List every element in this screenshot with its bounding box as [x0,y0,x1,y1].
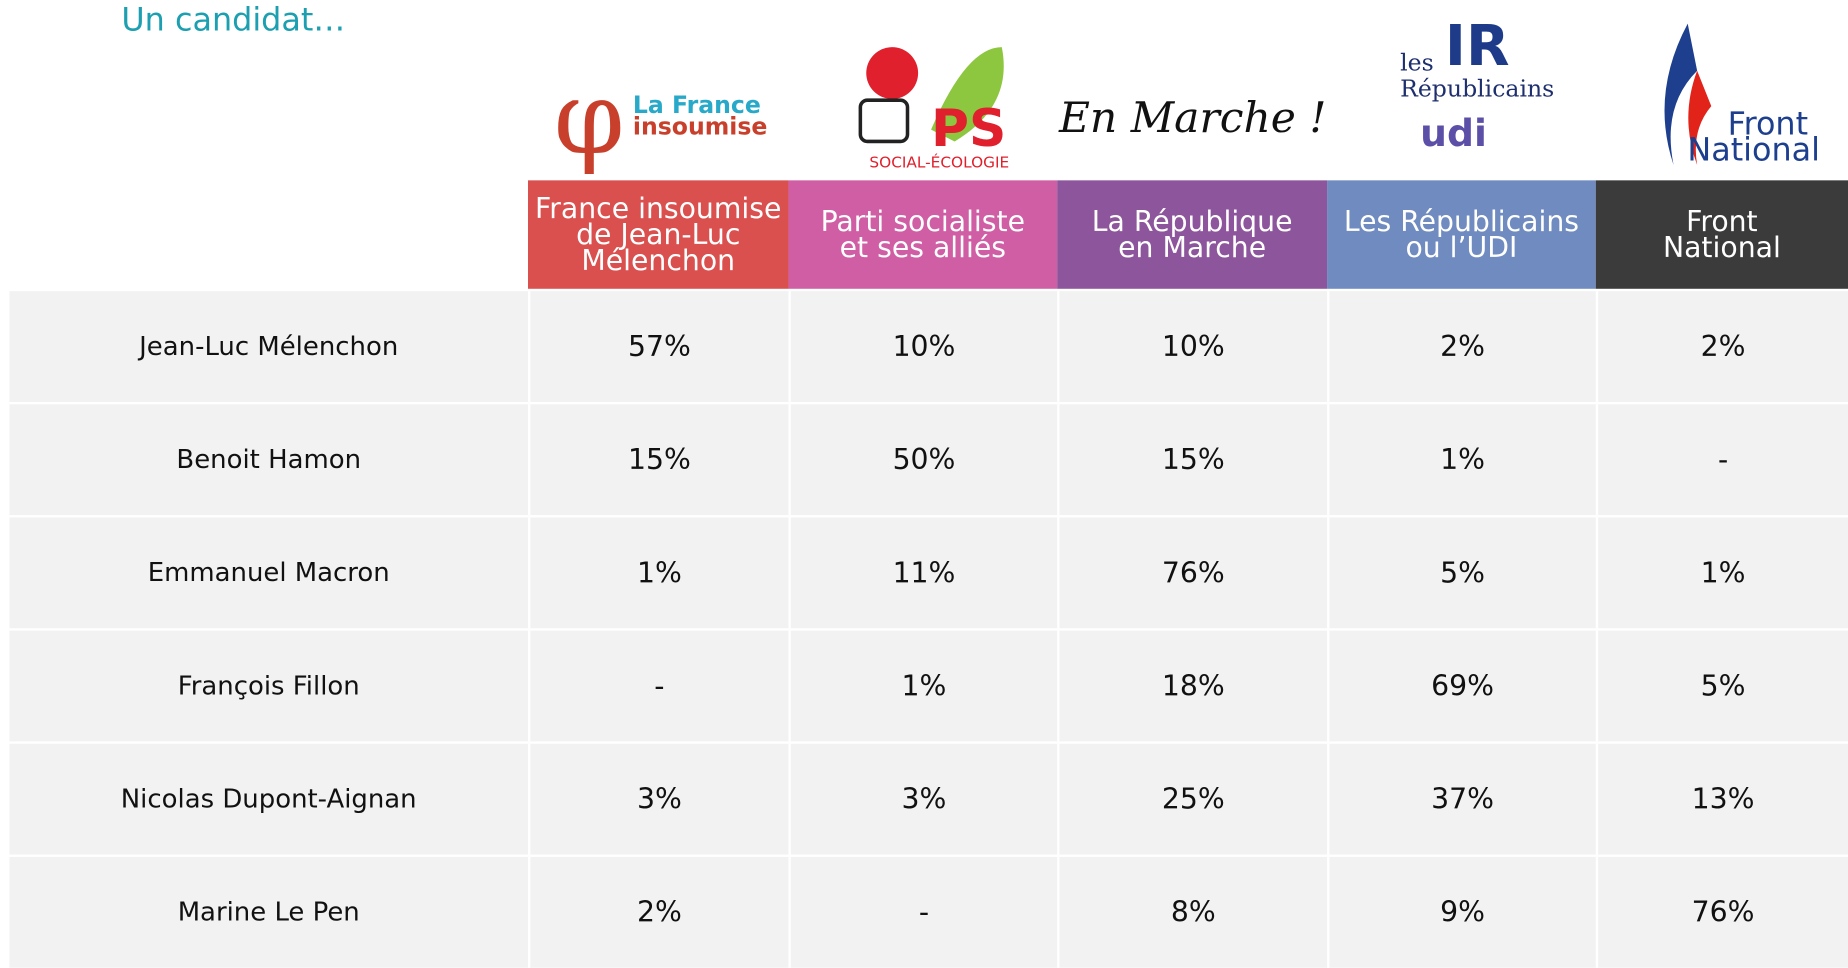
column-header: Les Républicains ou l’UDI [1327,180,1596,289]
em-logo-text: En Marche ! [1058,94,1326,143]
header-line: La République [1091,205,1293,239]
row-label: Emmanuel Macron [147,558,390,588]
table-row: Nicolas Dupont-Aignan 3% 3% 25% 37% 13% [9,743,1848,855]
table-cell: - [1595,404,1848,516]
table-cell: 5% [1595,630,1848,742]
row-label: Jean-Luc Mélenchon [139,331,399,362]
table-cell: 57% [527,291,788,402]
header-line: National [1662,231,1781,265]
column-header: Front National [1595,180,1848,289]
table-cell: 76% [1595,856,1848,968]
column-header: Parti socialiste et ses alliés [788,180,1058,289]
table-row: Benoit Hamon 15% 50% 15% 1% - [9,404,1848,516]
ps-logo-text: SOCIAL-ÉCOLOGIE [869,152,1009,171]
row-label: Marine Le Pen [177,897,360,928]
column-header: France insoumise de Jean-Luc Mélenchon [527,180,789,289]
table-cell: 76% [1057,517,1327,629]
fn-logo-text: Front [1728,104,1808,142]
header-line: en Marche [1118,231,1267,265]
table-cell: 15% [1057,404,1327,516]
table-cell: 11% [788,517,1057,629]
header-line: et ses alliés [839,231,1007,265]
header-line: France insoumise [535,192,782,226]
lr-logo-text: les [1400,49,1434,77]
table-cell: 69% [1327,630,1596,742]
ps-rose [866,47,919,100]
table-cell: 2% [1595,291,1848,402]
table-cell: 1% [527,517,788,629]
table-cell: - [527,630,788,742]
fn-logo-text: National [1687,130,1820,168]
table-row: Jean-Luc Mélenchon 57% 10% 10% 2% 2% [9,291,1848,402]
header-line: Mélenchon [581,243,736,277]
table-cell: 18% [1057,630,1327,742]
ps-logo-text: PS [931,99,1006,159]
header-line: ou l’UDI [1405,231,1518,265]
table-cell: 5% [1327,517,1596,629]
header-line: Parti socialiste [820,205,1026,239]
column-header: La République en Marche [1057,180,1328,289]
lr-logo-text: IR [1445,13,1510,79]
table-cell: 10% [1057,291,1327,402]
table-cell: 2% [527,856,788,968]
table-cell: 10% [788,291,1057,402]
page-title: Un candidat… [121,2,346,39]
table-cell: 13% [1595,743,1848,855]
table-cell: 3% [527,743,788,855]
table-cell: 50% [788,404,1057,516]
table-row: Emmanuel Macron 1% 11% 76% 5% 1% [9,517,1848,629]
table-cell: 15% [527,404,788,516]
row-label: François Fillon [177,671,360,701]
row-label: Nicolas Dupont-Aignan [120,784,417,814]
table-cell: 2% [1327,291,1596,402]
table-row: Marine Le Pen 2% -8% 9% 76% [9,856,1848,968]
lfi-logo-text: La France [633,91,761,119]
fn-flame [1664,23,1698,166]
table-cell: 37% [1327,743,1596,855]
logos: φ La France insoumise PS SOCIAL-ÉCOLOGIE… [554,13,1820,177]
table-cell: 1% [1327,404,1596,516]
table-cell: 8% [1057,856,1327,968]
table-cell: 1% [1595,517,1848,629]
lfi-symbol: φ [554,59,625,177]
header-line: Front [1686,205,1758,239]
table-row: François Fillon -1% 18% 69% 5% [9,630,1848,742]
lfi-logo-text: insoumise [633,112,767,140]
header-line: Les Républicains [1343,205,1579,239]
table-cell: - [788,856,1057,968]
ps-fist [858,98,910,144]
table-cell: 9% [1327,856,1596,968]
fn-flame [1688,70,1712,166]
table-cell: 25% [1057,743,1327,855]
header-line: de Jean-Luc [576,218,741,252]
ps-leaf [931,47,1004,142]
udi-logo-text: udi [1420,111,1487,155]
row-label: Benoit Hamon [176,444,362,475]
lr-logo-text: Républicains [1400,75,1554,103]
table-cell: 1% [788,630,1057,742]
table-cell: 3% [788,743,1057,855]
